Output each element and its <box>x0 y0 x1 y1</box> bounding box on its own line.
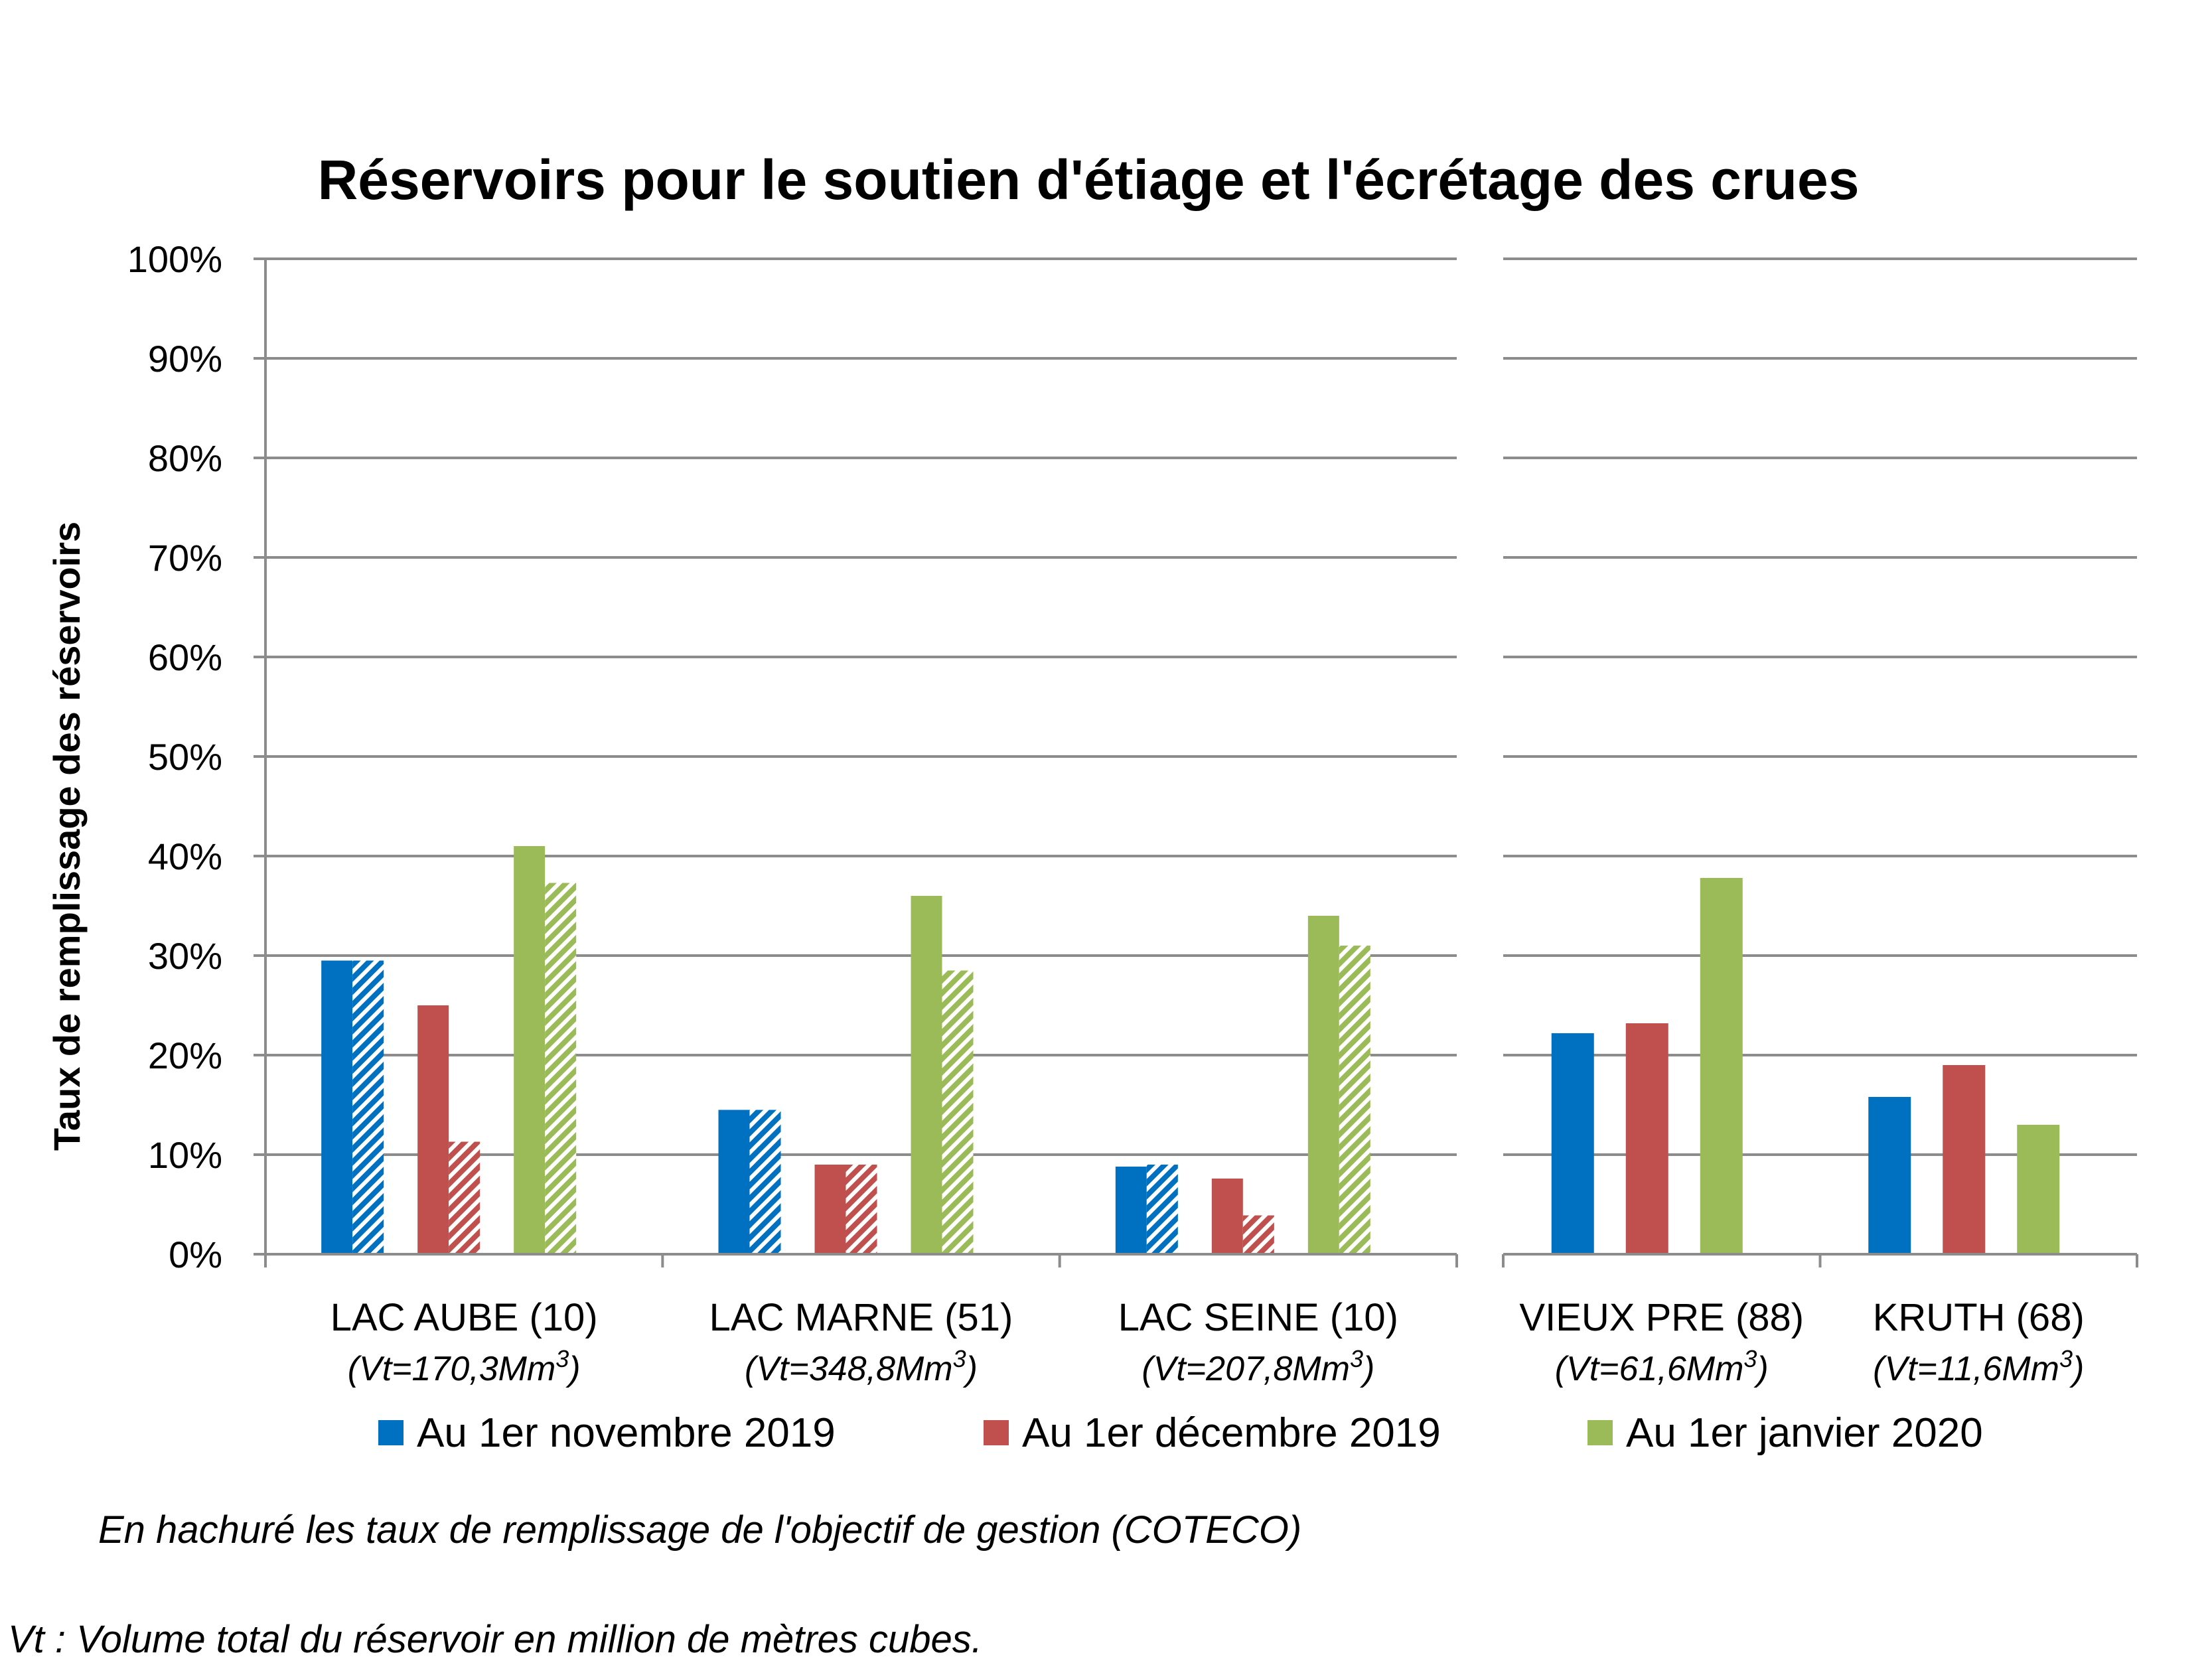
y-tick-label: 50% <box>148 736 222 778</box>
objective-bar-1-2 <box>749 1110 781 1254</box>
objective-bar-2-3 <box>1242 1215 1274 1254</box>
legend-label-january: Au 1er janvier 2020 <box>1626 1410 1983 1456</box>
category-volume-label: (Vt=11,6Mm3) <box>1873 1345 2084 1388</box>
bar-2-1 <box>417 1005 449 1254</box>
legend-swatch-december <box>984 1420 1009 1445</box>
bar-right-2-2 <box>1943 1065 1986 1254</box>
category-labels: LAC AUBE (10) (Vt=170,3Mm3) LAC MARNE (51)… <box>331 1296 2085 1388</box>
y-tick-label: 20% <box>148 1035 222 1076</box>
bar-1-1 <box>321 960 353 1254</box>
bar-right-2-1 <box>1625 1023 1668 1254</box>
bar-right-1-2 <box>1868 1097 1911 1254</box>
category-volume-label: (Vt=170,3Mm3) <box>348 1345 581 1388</box>
bar-3-1 <box>514 846 546 1254</box>
objective-bar-3-2 <box>942 970 974 1254</box>
legend-label-november: Au 1er novembre 2019 <box>417 1410 836 1456</box>
y-tick-label: 0% <box>169 1234 222 1275</box>
objective-bar-3-3 <box>1339 946 1370 1254</box>
category-volume-label: (Vt=348,8Mm3) <box>745 1345 978 1388</box>
y-tick-label: 60% <box>148 636 222 678</box>
bar-3-2 <box>911 896 942 1254</box>
bars <box>321 846 2060 1254</box>
category-label: KRUTH (68) <box>1873 1296 2085 1339</box>
y-tick-label: 70% <box>148 537 222 579</box>
category-label: LAC MARNE (51) <box>709 1296 1013 1339</box>
category-volume-label: (Vt=61,6Mm3) <box>1555 1345 1769 1388</box>
y-tick-label: 100% <box>127 238 222 280</box>
category-label: VIEUX PRE (88) <box>1519 1296 1804 1339</box>
bar-3-3 <box>1307 916 1339 1254</box>
objective-bar-2-2 <box>846 1165 877 1254</box>
y-tick-label: 40% <box>148 835 222 877</box>
bar-2-2 <box>814 1165 846 1254</box>
right-panel-gridlines <box>1503 257 2137 1256</box>
bar-1-3 <box>1115 1167 1147 1254</box>
objective-bar-3-1 <box>545 883 577 1254</box>
y-tick-label: 80% <box>148 437 222 479</box>
hatch-note: En hachuré les taux de remplissage de l'… <box>98 1508 1301 1551</box>
bar-right-3-2 <box>2017 1125 2060 1254</box>
category-label: LAC AUBE (10) <box>331 1296 598 1339</box>
y-tick-label: 30% <box>148 935 222 977</box>
bar-1-2 <box>718 1110 750 1254</box>
legend-swatch-january <box>1587 1420 1613 1445</box>
bar-right-1-1 <box>1551 1033 1594 1254</box>
category-volume-label: (Vt=207,8Mm3) <box>1142 1345 1374 1388</box>
y-tick-label: 90% <box>148 338 222 380</box>
bar-right-3-1 <box>1700 878 1743 1254</box>
chart-title: Réservoirs pour le soutien d'étiage et l… <box>318 149 1860 211</box>
vt-note: Vt : Volume total du réservoir en millio… <box>8 1618 982 1659</box>
y-tick-label: 10% <box>148 1134 222 1176</box>
legend-label-december: Au 1er décembre 2019 <box>1022 1410 1441 1456</box>
y-axis-label: Taux de remplissage des réservoirs <box>46 522 88 1151</box>
objective-bar-1-1 <box>352 960 384 1254</box>
y-tick-labels: 0% 10% 20% 30% 40% 50% 60% 70% 80% 90% 100% <box>127 238 222 1275</box>
objective-bar-2-1 <box>449 1141 480 1254</box>
legend: Au 1er novembre 2019 Au 1er décembre 201… <box>378 1410 1983 1456</box>
axes <box>264 259 2138 1267</box>
category-label: LAC SEINE (10) <box>1118 1296 1398 1339</box>
bar-2-3 <box>1211 1179 1243 1254</box>
objective-bar-1-3 <box>1146 1165 1178 1254</box>
legend-swatch-november <box>378 1420 404 1445</box>
